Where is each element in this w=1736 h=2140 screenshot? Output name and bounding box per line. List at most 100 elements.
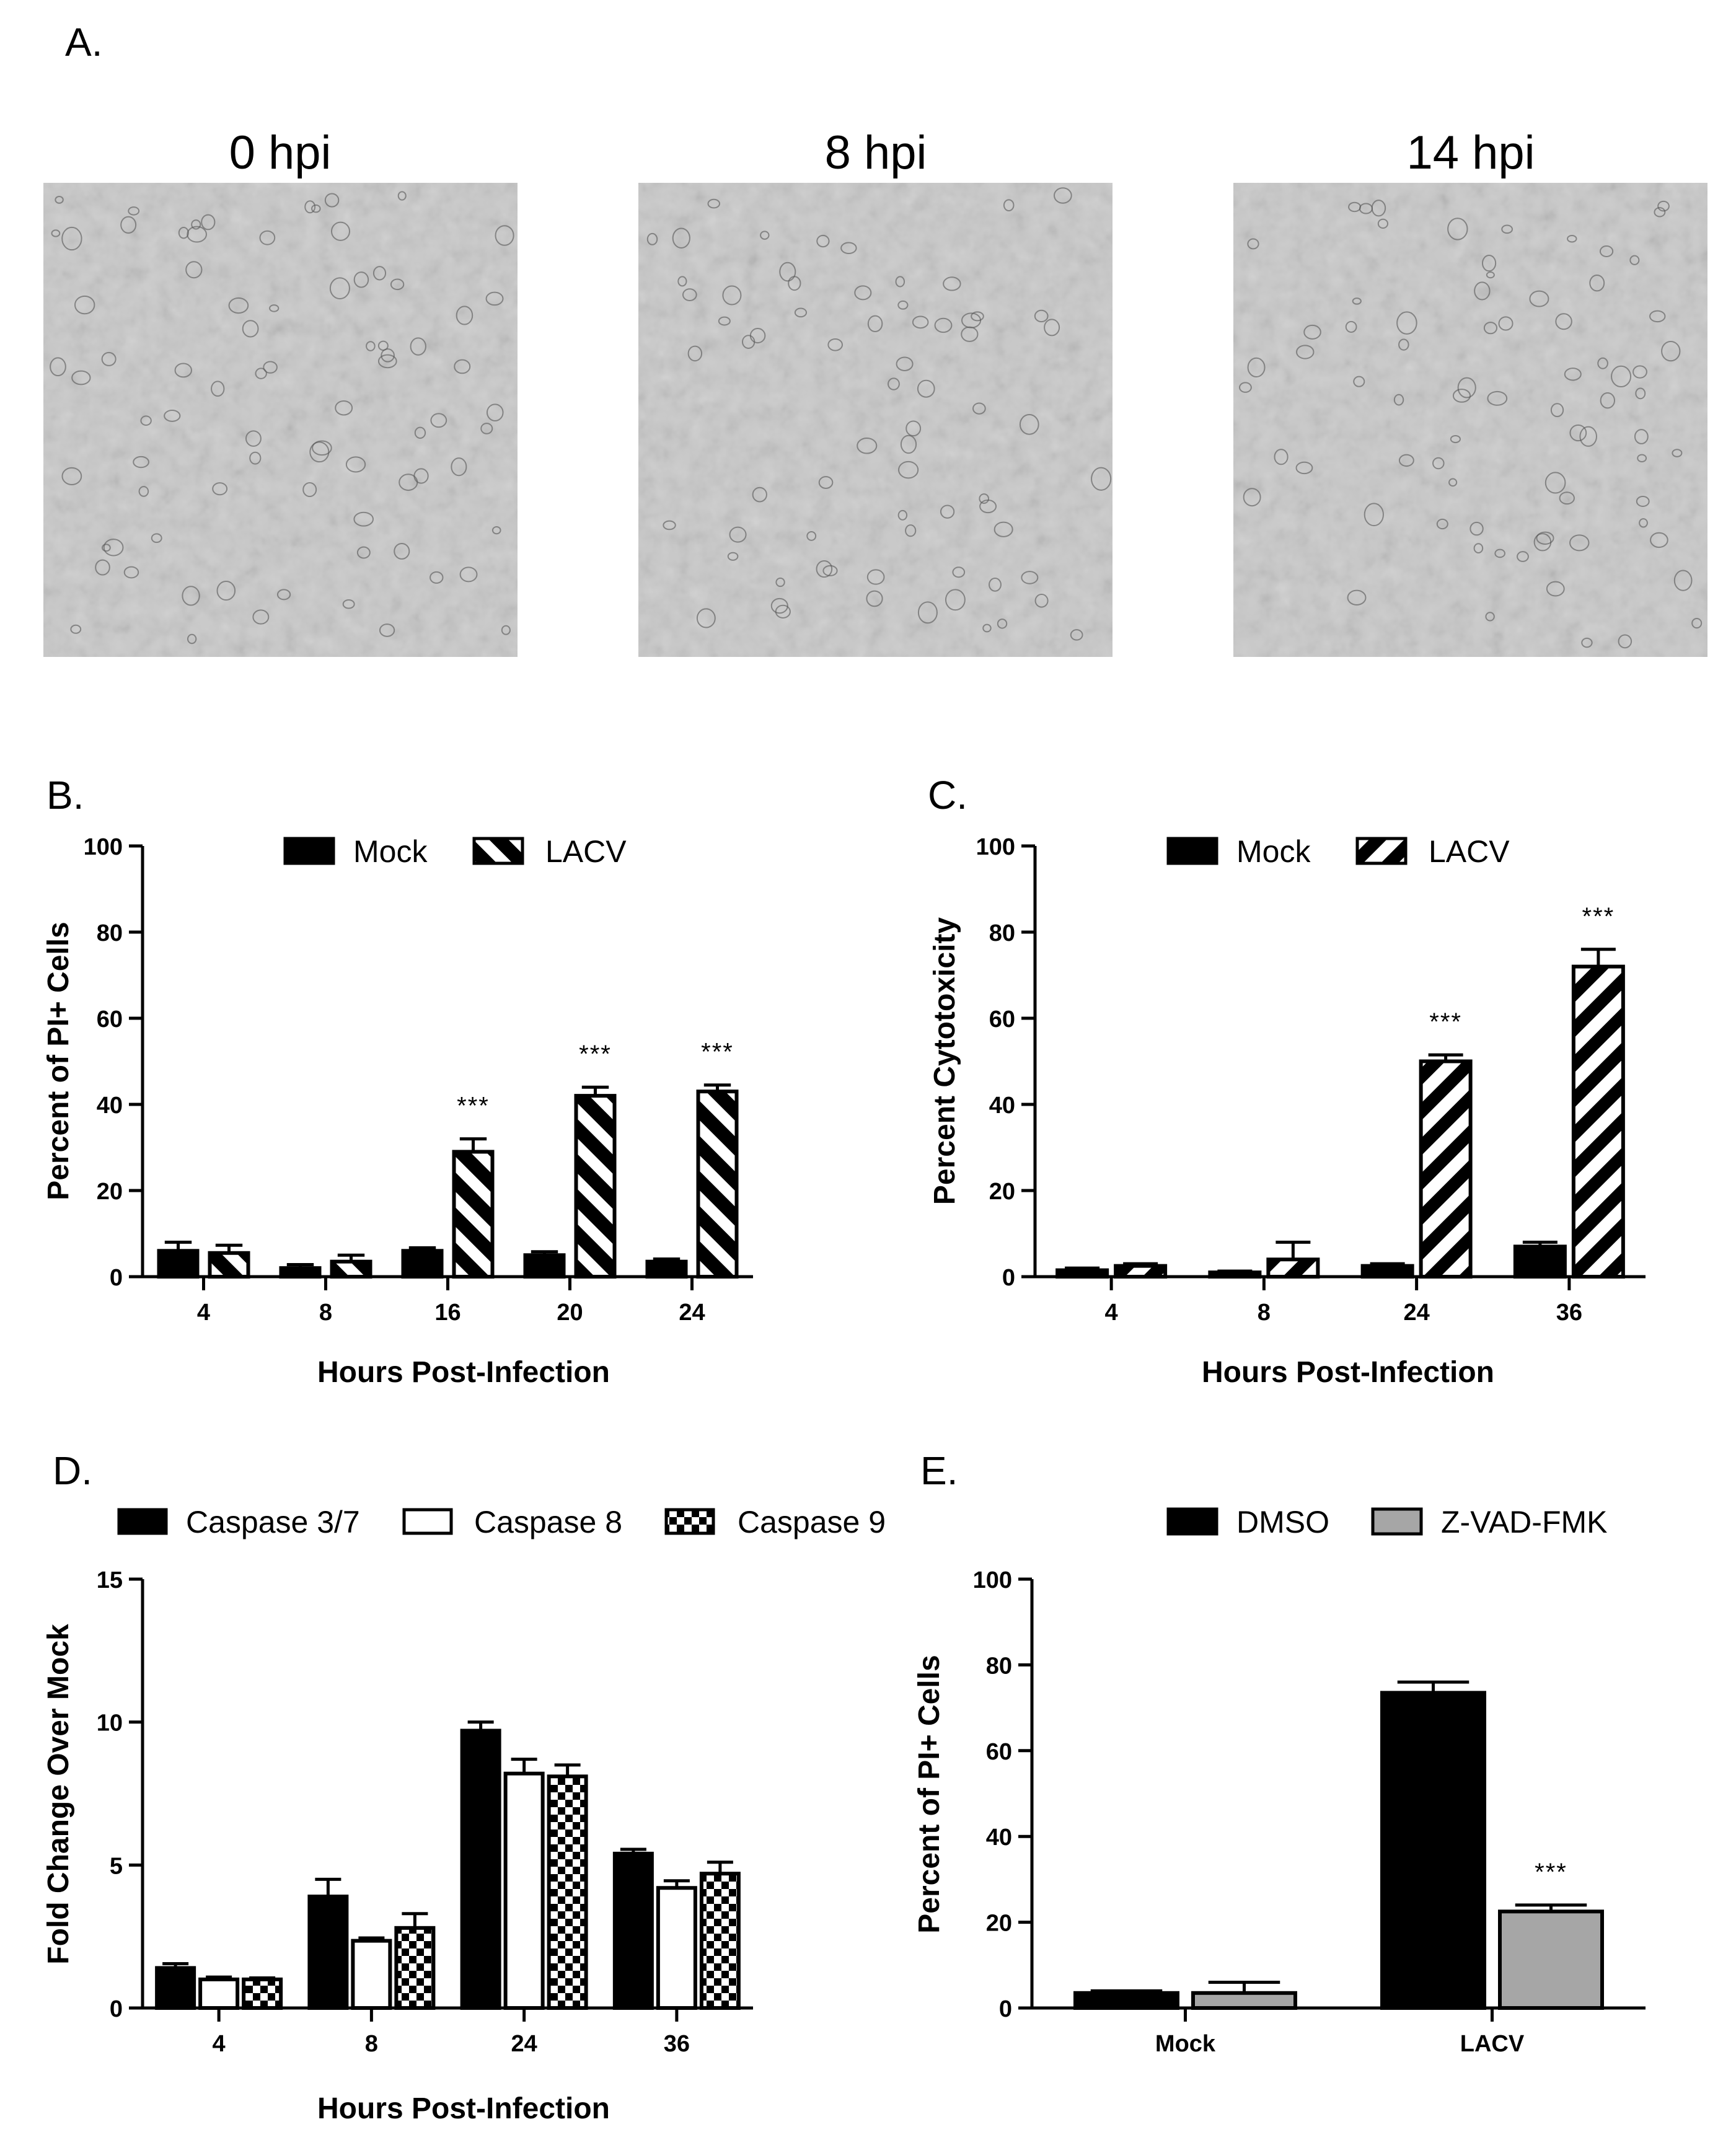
cell-shape bbox=[459, 566, 478, 583]
cell-shape bbox=[806, 531, 817, 541]
cell-shape bbox=[897, 509, 908, 521]
x-axis-title: Hours Post-Infection bbox=[317, 1356, 610, 1389]
cell-shape bbox=[1448, 478, 1458, 487]
cell-shape bbox=[1457, 377, 1476, 398]
bar bbox=[699, 1872, 741, 2010]
cell-shape bbox=[1650, 532, 1668, 548]
cell-shape bbox=[1243, 488, 1261, 507]
y-tick-label: 100 bbox=[973, 1567, 1012, 1593]
cell-shape bbox=[185, 261, 203, 279]
cell-shape bbox=[905, 420, 922, 437]
bar bbox=[307, 1895, 349, 2010]
cell-shape bbox=[1597, 357, 1608, 369]
cell-shape bbox=[95, 559, 110, 576]
cell-shape bbox=[816, 560, 833, 578]
cell-shape bbox=[1393, 394, 1404, 406]
x-tick-label: Mock bbox=[1155, 2031, 1216, 2057]
y-tick-label: 20 bbox=[97, 1179, 123, 1205]
bar bbox=[1380, 1691, 1486, 2010]
cell-shape bbox=[1347, 589, 1367, 605]
cell-shape bbox=[353, 271, 369, 288]
legend-swatch bbox=[402, 1508, 453, 1535]
significance-marker: *** bbox=[701, 1039, 734, 1066]
micrograph-cells-14hpi bbox=[1239, 200, 1703, 649]
cell-shape bbox=[770, 597, 788, 614]
bar bbox=[351, 1939, 392, 2010]
cell-shape bbox=[729, 526, 747, 543]
cell-shape bbox=[794, 307, 808, 318]
cell-shape bbox=[128, 206, 140, 216]
cell-shape bbox=[249, 451, 262, 465]
cell-shape bbox=[103, 539, 124, 557]
cell-shape bbox=[1673, 570, 1693, 591]
cell-shape bbox=[682, 288, 697, 302]
bar bbox=[1513, 1244, 1567, 1279]
cell-shape bbox=[972, 402, 986, 415]
cell-shape bbox=[353, 511, 374, 527]
y-tick-label: 60 bbox=[989, 1006, 1015, 1033]
legend-swatch bbox=[472, 837, 524, 865]
cell-shape bbox=[228, 297, 249, 314]
cell-shape bbox=[912, 315, 929, 329]
cell-shape bbox=[646, 232, 658, 245]
cell-shape bbox=[276, 589, 291, 601]
y-tick-label: 60 bbox=[97, 1006, 123, 1033]
cell-shape bbox=[345, 456, 366, 473]
cell-shape bbox=[749, 328, 766, 344]
cell-shape bbox=[242, 320, 259, 338]
cell-shape bbox=[390, 278, 405, 291]
cell-shape bbox=[1569, 534, 1590, 552]
cell-shape bbox=[491, 526, 501, 535]
cell-shape bbox=[211, 381, 225, 397]
cell-shape bbox=[1581, 637, 1593, 648]
micrograph-texture-14hpi bbox=[1233, 183, 1707, 657]
cell-shape bbox=[718, 316, 731, 326]
cell-shape bbox=[779, 262, 796, 282]
cell-shape bbox=[311, 204, 321, 213]
cell-shape bbox=[961, 326, 979, 342]
cell-shape bbox=[816, 234, 830, 248]
cell-shape bbox=[486, 403, 504, 421]
significance-marker: *** bbox=[1582, 903, 1615, 930]
x-tick-label: 36 bbox=[1556, 1300, 1582, 1326]
y-tick-label: 80 bbox=[989, 920, 1015, 946]
cell-shape bbox=[1637, 454, 1647, 463]
bar bbox=[1360, 1264, 1414, 1279]
cell-shape bbox=[70, 624, 82, 634]
cell-shape bbox=[1533, 533, 1552, 552]
significance-marker: *** bbox=[579, 1041, 612, 1068]
bar bbox=[394, 1926, 436, 2010]
y-tick-label: 0 bbox=[1002, 1265, 1015, 1291]
cell-shape bbox=[1636, 496, 1650, 507]
cell-shape bbox=[1398, 454, 1414, 467]
y-tick-label: 0 bbox=[110, 1996, 123, 2022]
cell-shape bbox=[1469, 521, 1484, 536]
legend-swatch bbox=[283, 837, 335, 865]
chart-panel: C. 0 20 40 60 80 100 Percent Cytotoxicity Hours … bbox=[928, 773, 1646, 1389]
cell-shape bbox=[1639, 518, 1648, 528]
cell-shape bbox=[259, 230, 276, 245]
legend-label: Caspase 3/7 bbox=[186, 1505, 360, 1539]
bar bbox=[279, 1266, 322, 1279]
cell-shape bbox=[945, 589, 966, 611]
cell-shape bbox=[897, 300, 909, 310]
cell-shape bbox=[994, 521, 1013, 537]
cell-shape bbox=[1034, 594, 1049, 608]
cell-shape bbox=[760, 231, 770, 240]
micrograph-texture-0hpi bbox=[43, 183, 518, 657]
legend-swatch bbox=[664, 1508, 715, 1535]
legend-label: DMSO bbox=[1236, 1505, 1329, 1539]
bar bbox=[460, 1728, 501, 2010]
cell-shape bbox=[672, 227, 690, 249]
cell-shape bbox=[1487, 390, 1508, 406]
cell-shape bbox=[1247, 357, 1266, 377]
cell-shape bbox=[394, 542, 410, 560]
cell-shape bbox=[1054, 187, 1072, 204]
panel-a: A. 0 hpi 8 hpi 14 hpi bbox=[43, 20, 1707, 657]
y-tick-label: 80 bbox=[97, 920, 123, 946]
cell-shape bbox=[1618, 634, 1632, 649]
cell-shape bbox=[854, 285, 872, 301]
cell-shape bbox=[1019, 414, 1039, 435]
cell-shape bbox=[917, 601, 938, 624]
